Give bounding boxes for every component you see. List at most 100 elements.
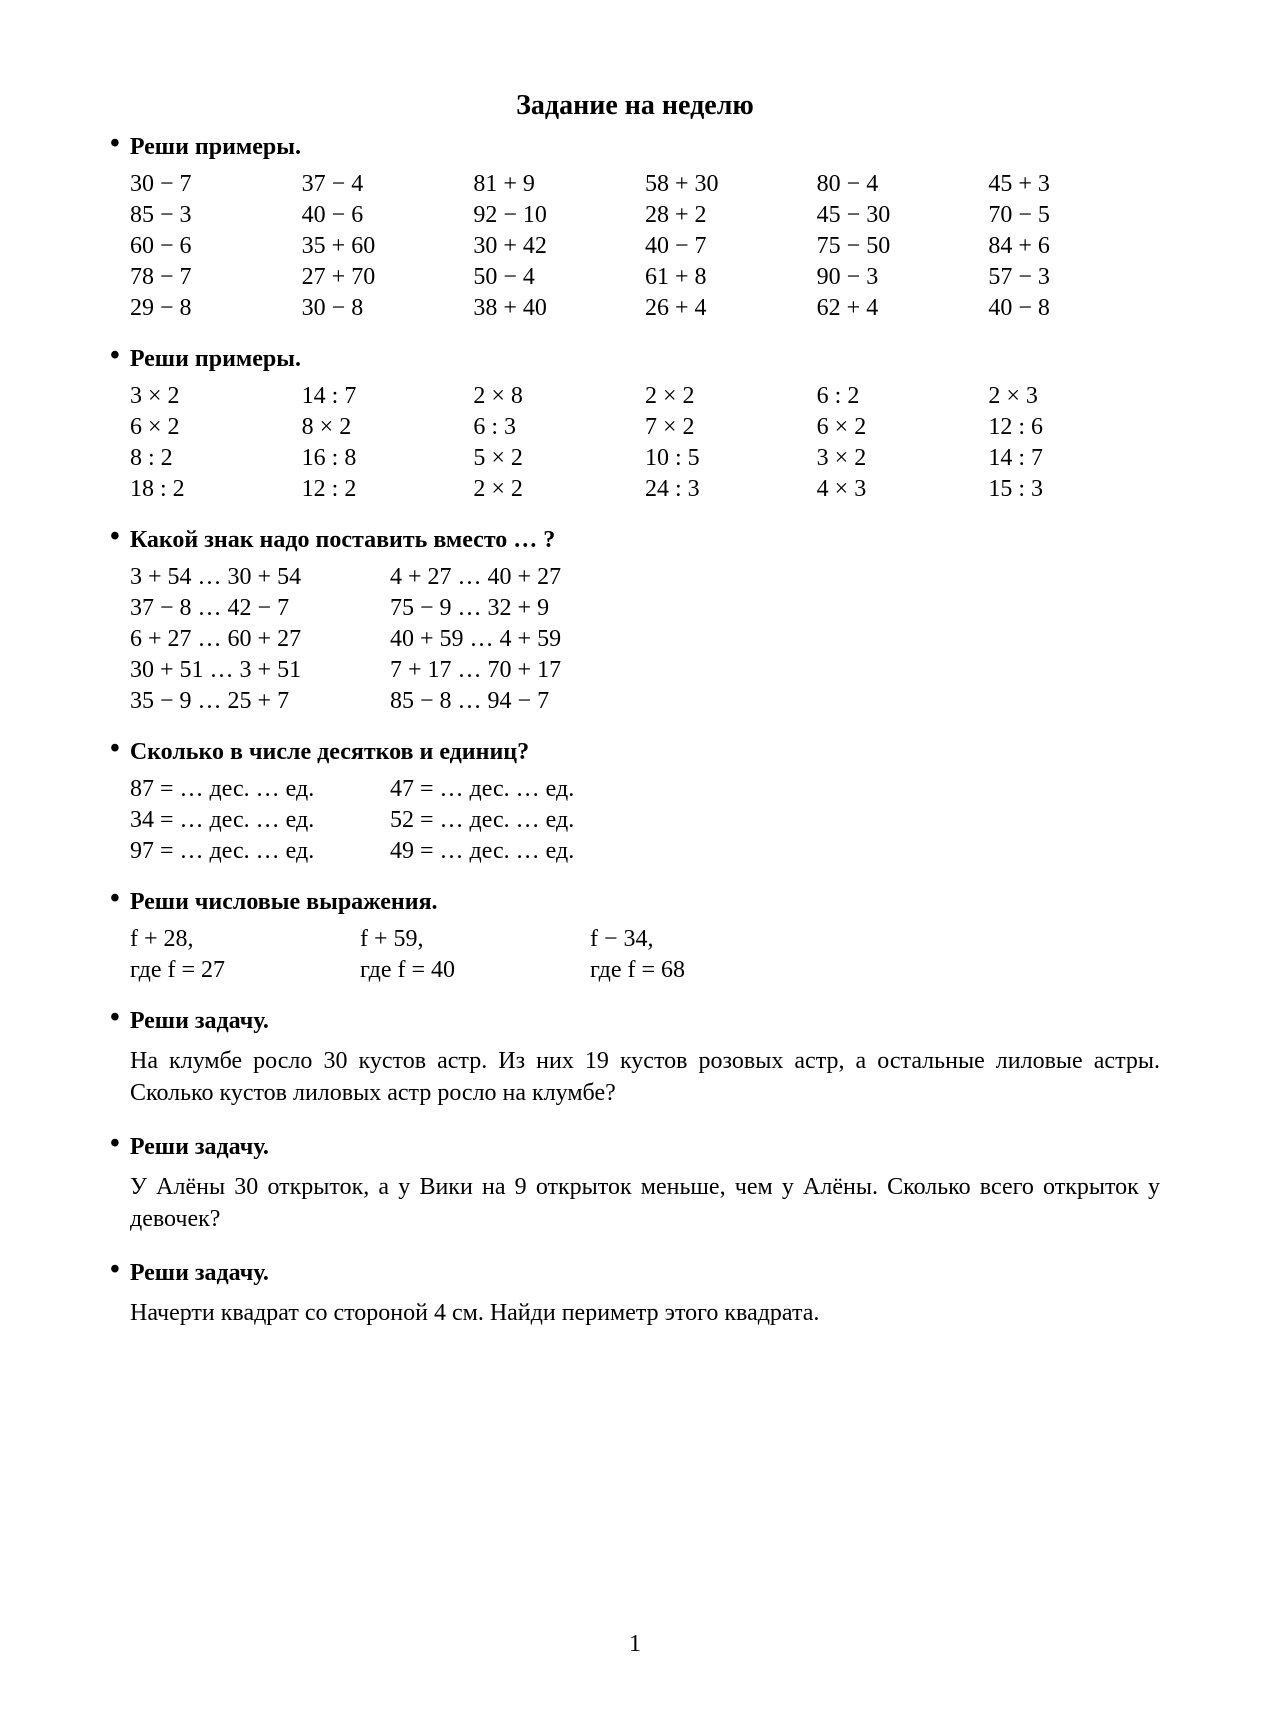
cell: 57 − 3 [988, 264, 1160, 291]
cell: 30 − 8 [302, 295, 474, 322]
cell: 97 = … дес. … ед. [130, 838, 390, 865]
cell: 6 × 2 [130, 414, 302, 441]
grid: 87 = … дес. … ед.47 = … дес. … ед.34 = …… [110, 776, 1160, 865]
cell: 14 : 7 [302, 383, 474, 410]
cell: 37 − 4 [302, 171, 474, 198]
cell: 30 + 51 … 3 + 51 [130, 657, 390, 684]
cell: 18 : 2 [130, 476, 302, 503]
cell: 85 − 8 … 94 − 7 [390, 688, 650, 715]
bullet-icon: • [110, 887, 120, 911]
grid: 3 + 54 … 30 + 544 + 27 … 40 + 2737 − 8 …… [110, 564, 1160, 715]
bullet-icon: • [110, 344, 120, 368]
bullet-icon: • [110, 132, 120, 156]
section-heading: •Реши задачу. [110, 1008, 1160, 1035]
page-title: Задание на неделю [110, 90, 1160, 122]
cell: 29 − 8 [130, 295, 302, 322]
cell: 35 − 9 … 25 + 7 [130, 688, 390, 715]
cell: 8 : 2 [130, 445, 302, 472]
cell: 87 = … дес. … ед. [130, 776, 390, 803]
cell: 30 + 42 [473, 233, 645, 260]
cell: 60 − 6 [130, 233, 302, 260]
cell: 7 + 17 … 70 + 17 [390, 657, 650, 684]
section: • Какой знак надо поставить вместо … ? 3 +… [110, 527, 1160, 715]
task-text: На клумбе росло 30 кустов астр. Из них 1… [110, 1045, 1160, 1110]
section-heading: • Реши числовые выражения. [110, 889, 1160, 916]
cell: где f = 27 [130, 957, 360, 984]
cell: 49 = … дес. … ед. [390, 838, 650, 865]
task-text: У Алёны 30 открыток, а у Вики на 9 откры… [110, 1171, 1160, 1236]
section-heading-text: Реши примеры. [130, 134, 301, 161]
cell: 5 × 2 [473, 445, 645, 472]
cell: 2 × 2 [473, 476, 645, 503]
cell: 38 + 40 [473, 295, 645, 322]
cell: где f = 40 [360, 957, 590, 984]
section-heading-text: Реши числовые выражения. [130, 889, 438, 916]
cell: 61 + 8 [645, 264, 817, 291]
bullet-icon: • [110, 737, 120, 761]
cell: 8 × 2 [302, 414, 474, 441]
cell: 52 = … дес. … ед. [390, 807, 650, 834]
cell: 40 − 6 [302, 202, 474, 229]
section-heading-text: Реши задачу. [130, 1134, 269, 1161]
section-heading: • Реши примеры. [110, 134, 1160, 161]
cell: 30 − 7 [130, 171, 302, 198]
cell: 40 + 59 … 4 + 59 [390, 626, 650, 653]
cell: 10 : 5 [645, 445, 817, 472]
cell: 75 − 9 … 32 + 9 [390, 595, 650, 622]
cell: 40 − 8 [988, 295, 1160, 322]
cell: 2 × 8 [473, 383, 645, 410]
cell: 58 + 30 [645, 171, 817, 198]
cell: 6 + 27 … 60 + 27 [130, 626, 390, 653]
bullet-icon: • [110, 525, 120, 549]
cell: 3 + 54 … 30 + 54 [130, 564, 390, 591]
bullet-icon: • [110, 1006, 120, 1030]
bullet-icon: • [110, 1258, 120, 1282]
cell: 85 − 3 [130, 202, 302, 229]
cell: 26 + 4 [645, 295, 817, 322]
section-heading: • Реши задачу. [110, 1134, 1160, 1161]
cell: f + 28, [130, 926, 360, 953]
cell: 6 × 2 [817, 414, 989, 441]
grid: 30 − 737 − 481 + 958 + 3080 − 445 + 385 … [110, 171, 1160, 322]
cell: 75 − 50 [817, 233, 989, 260]
task-text: Начерти квадрат со стороной 4 см. Найди … [110, 1297, 1160, 1329]
cell: 4 + 27 … 40 + 27 [390, 564, 650, 591]
section-heading: • Сколько в числе десятков и единиц? [110, 739, 1160, 766]
cell: 81 + 9 [473, 171, 645, 198]
grid: f + 28,f + 59,f − 34, где f = 27где f = 4… [110, 926, 1160, 984]
cell: 70 − 5 [988, 202, 1160, 229]
cell: 80 − 4 [817, 171, 989, 198]
cell: 4 × 3 [817, 476, 989, 503]
cell: 7 × 2 [645, 414, 817, 441]
cell: 40 − 7 [645, 233, 817, 260]
cell: где f = 68 [590, 957, 820, 984]
section-heading-text: Реши примеры. [130, 346, 301, 373]
section-heading: • Реши примеры. [110, 346, 1160, 373]
section-heading-text: Реши задачу. [130, 1260, 269, 1287]
cell: 24 : 3 [645, 476, 817, 503]
section: •Реши примеры.30 − 737 − 481 + 958 + 308… [110, 134, 1160, 322]
cell: 14 : 7 [988, 445, 1160, 472]
section: •Реши примеры.3 × 214 : 72 × 82 × 26 : 2… [110, 346, 1160, 503]
section-heading-text: Какой знак надо поставить вместо … ? [130, 527, 556, 554]
bullet-icon: • [110, 1132, 120, 1156]
page-number: 1 [0, 1631, 1270, 1658]
cell: 34 = … дес. … ед. [130, 807, 390, 834]
section: • Сколько в числе десятков и единиц? 87 = … [110, 739, 1160, 865]
cell: f − 34, [590, 926, 820, 953]
cell: 62 + 4 [817, 295, 989, 322]
section-heading-text: Сколько в числе десятков и единиц? [130, 739, 529, 766]
cell: 3 × 2 [130, 383, 302, 410]
cell: 2 × 2 [645, 383, 817, 410]
page: Задание на неделю •Реши примеры.30 − 737… [0, 0, 1270, 1713]
cell: f + 59, [360, 926, 590, 953]
cell: 37 − 8 … 42 − 7 [130, 595, 390, 622]
section: •Реши задачу. На клумбе росло 30 кустов а… [110, 1008, 1160, 1110]
sections-container: •Реши примеры.30 − 737 − 481 + 958 + 308… [110, 134, 1160, 1329]
section-heading: • Какой знак надо поставить вместо … ? [110, 527, 1160, 554]
cell: 28 + 2 [645, 202, 817, 229]
cell: 47 = … дес. … ед. [390, 776, 650, 803]
cell: 27 + 70 [302, 264, 474, 291]
cell: 35 + 60 [302, 233, 474, 260]
cell: 84 + 6 [988, 233, 1160, 260]
